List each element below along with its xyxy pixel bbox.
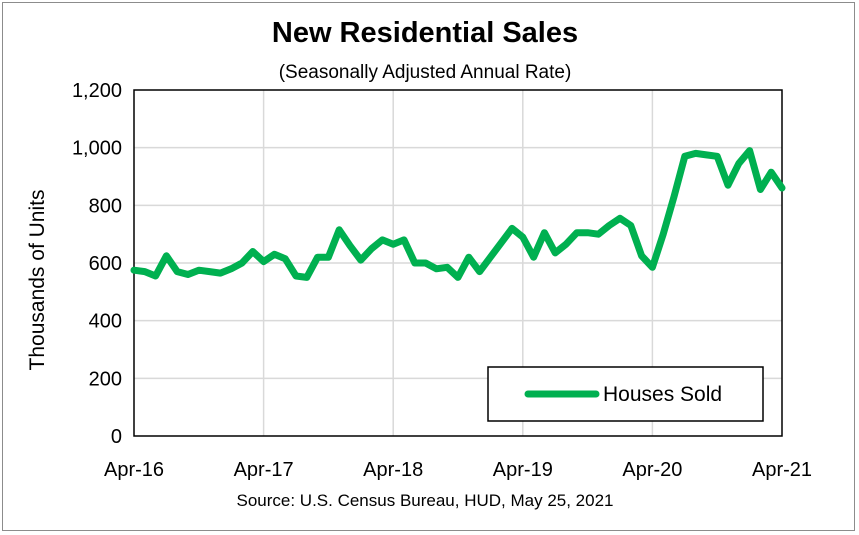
x-tick-label: Apr-19: [493, 459, 553, 481]
x-axis-ticks: Apr-16 Apr-17 Apr-18 Apr-19 Apr-20 Apr-21: [104, 459, 812, 481]
plot-area-border: [133, 89, 783, 437]
x-tick-label: Apr-16: [104, 459, 164, 481]
x-tick-label: Apr-20: [622, 459, 682, 481]
x-tick-label: Apr-17: [234, 459, 294, 481]
x-tick-label: Apr-18: [363, 459, 423, 481]
y-tick-label: 0: [111, 426, 122, 448]
chart-title: New Residential Sales: [272, 17, 578, 49]
y-tick-label: 1,000: [72, 138, 122, 160]
y-tick-label: 400: [89, 311, 122, 333]
y-tick-label: 200: [89, 368, 122, 390]
y-axis-label: Thousands of Units: [26, 190, 49, 371]
y-tick-label: 800: [89, 195, 122, 217]
chart-source: Source: U.S. Census Bureau, HUD, May 25,…: [236, 491, 613, 510]
legend: Houses Sold: [487, 366, 764, 422]
y-axis-ticks: 0 200 400 600 800 1,000 1,200: [72, 80, 122, 448]
y-tick-label: 600: [89, 253, 122, 275]
y-tick-label: 1,200: [72, 80, 122, 102]
chart-subtitle: (Seasonally Adjusted Annual Rate): [279, 62, 572, 83]
x-tick-label: Apr-21: [752, 459, 812, 481]
legend-label-houses-sold: Houses Sold: [603, 383, 722, 406]
series-line-houses-sold: [130, 147, 786, 281]
